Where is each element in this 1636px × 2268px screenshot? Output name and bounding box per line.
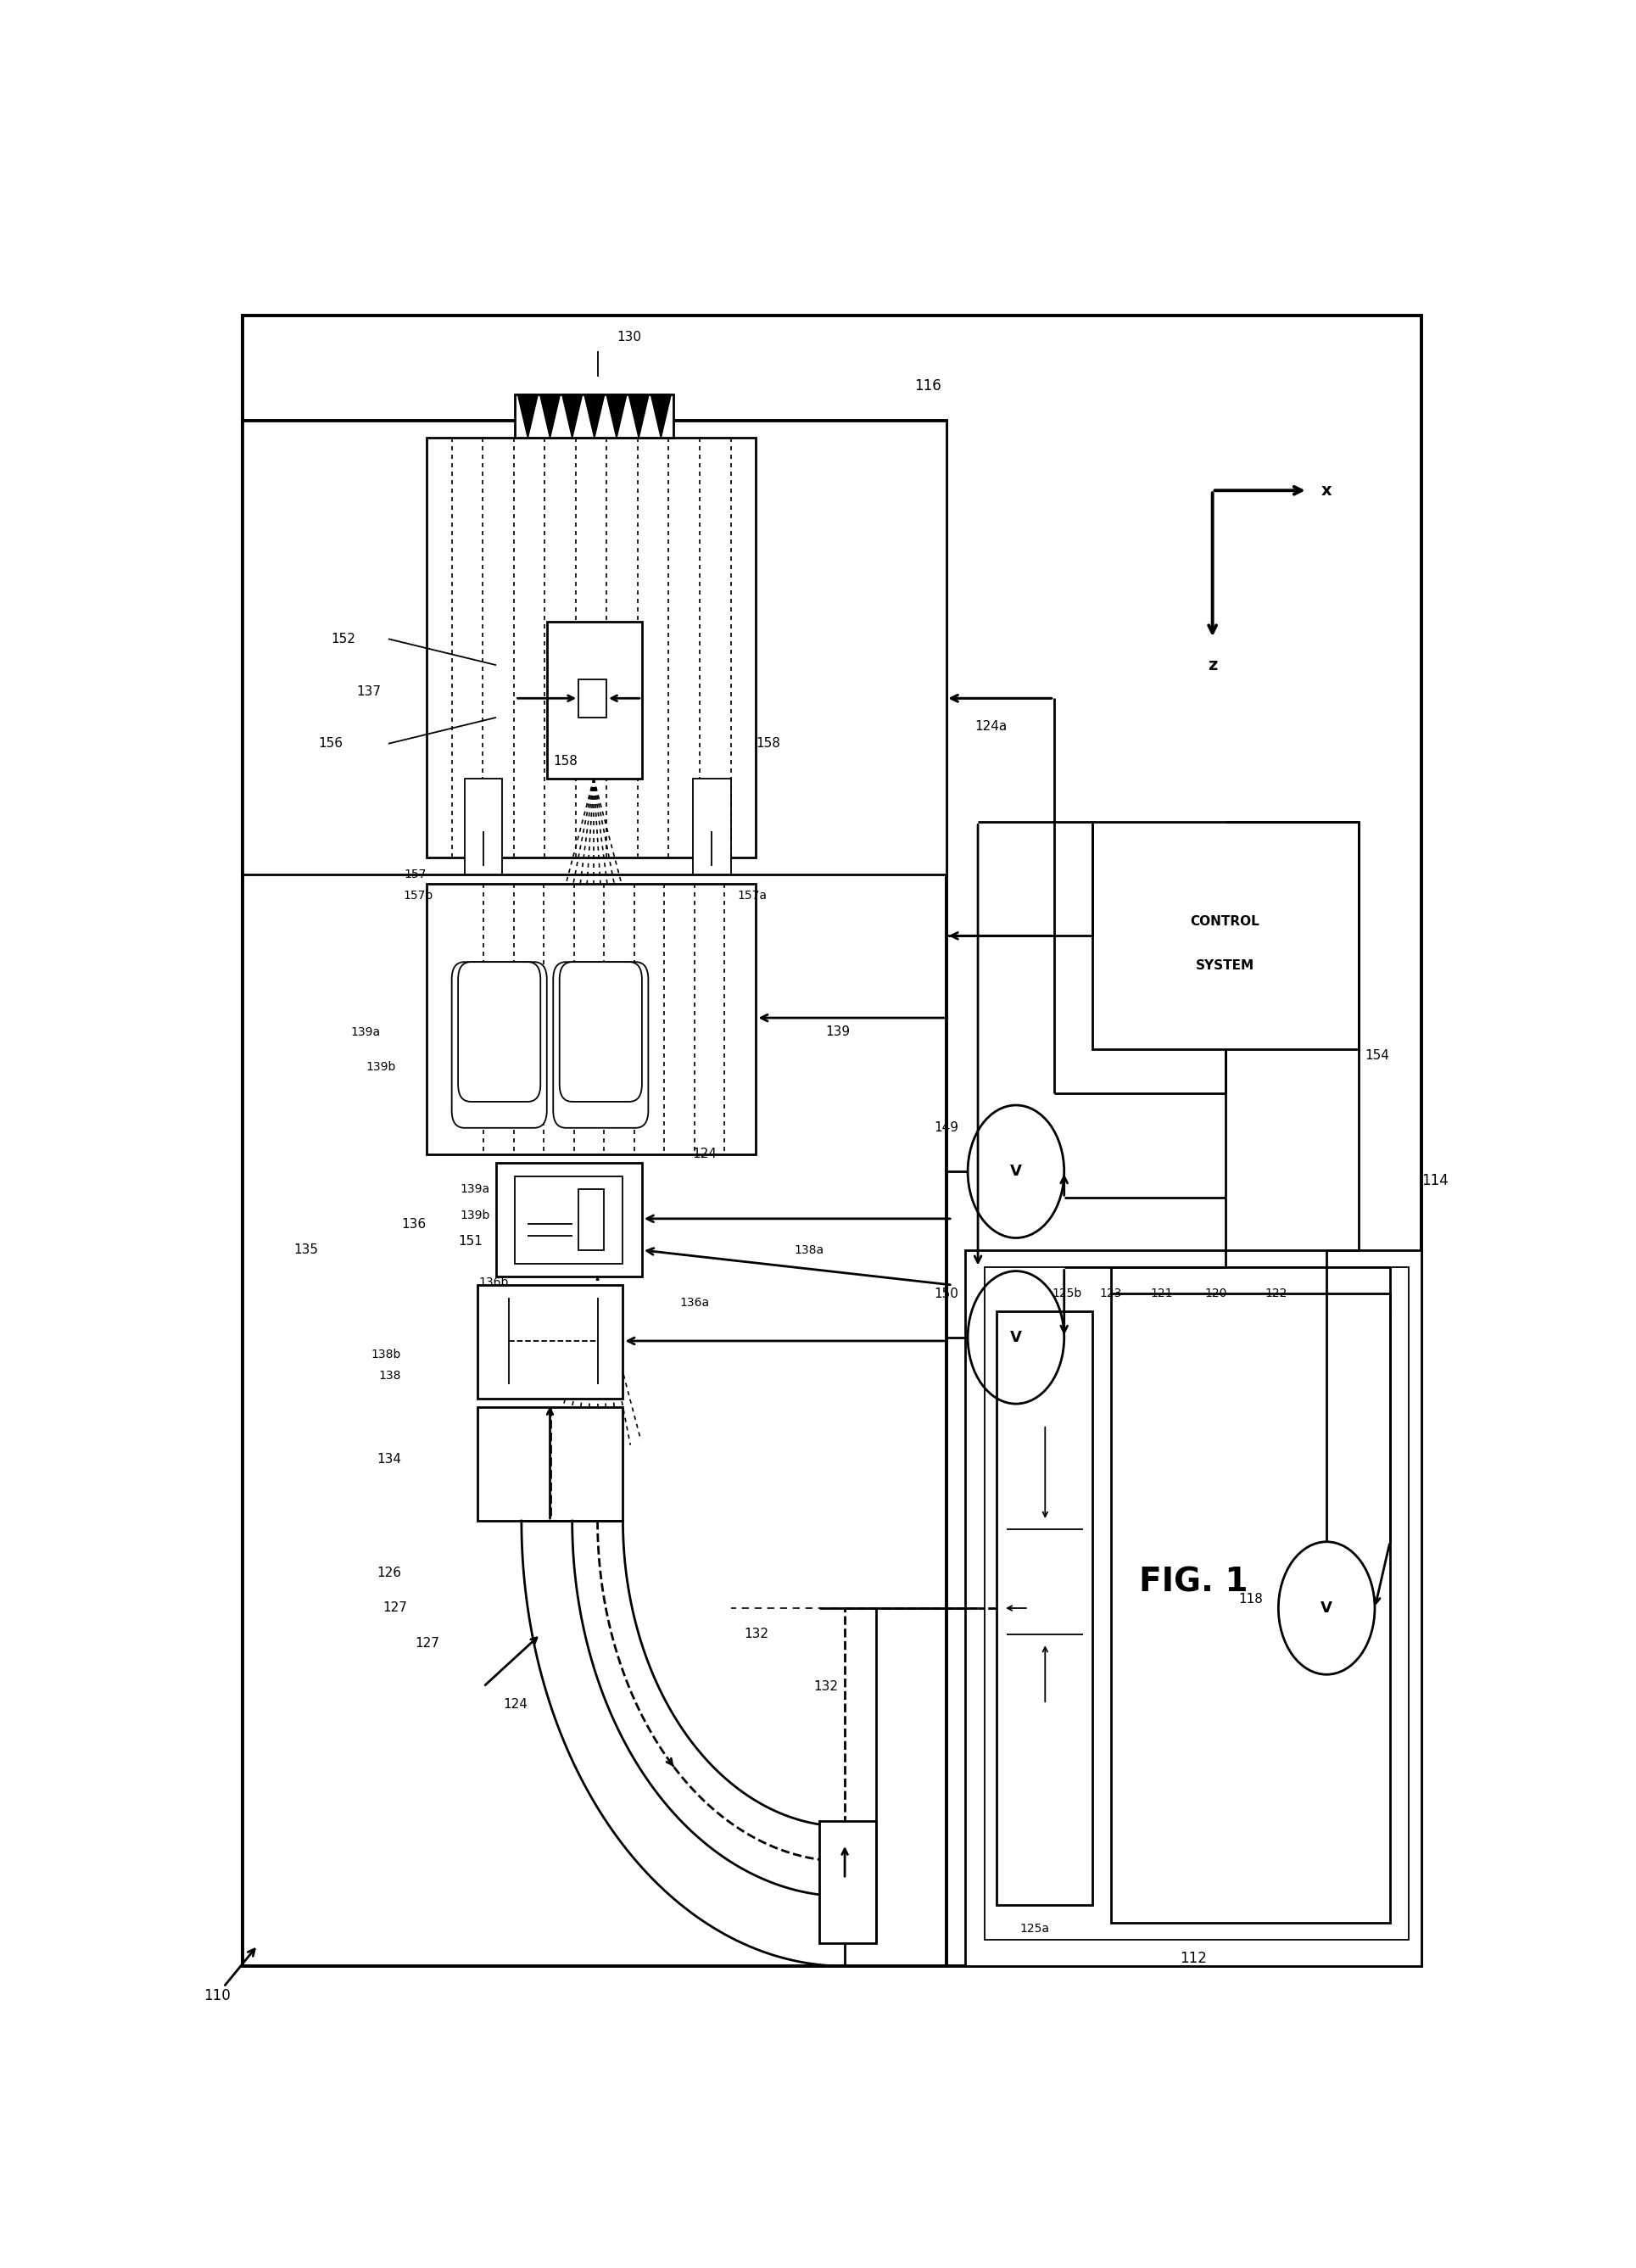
Text: 158: 158: [756, 737, 780, 751]
Text: V: V: [1009, 1329, 1022, 1345]
FancyBboxPatch shape: [553, 962, 648, 1127]
Bar: [579, 1188, 604, 1250]
Polygon shape: [517, 395, 538, 438]
Polygon shape: [651, 395, 671, 438]
Text: 114: 114: [1422, 1173, 1448, 1188]
Text: 127: 127: [383, 1601, 407, 1615]
Text: 132: 132: [744, 1628, 769, 1640]
Bar: [465, 778, 502, 875]
Text: 112: 112: [1180, 1950, 1207, 1966]
Text: V: V: [1009, 1163, 1022, 1179]
Text: 126: 126: [376, 1567, 401, 1579]
Text: 154: 154: [1364, 1050, 1389, 1061]
Text: 136: 136: [401, 1218, 425, 1229]
Text: 127: 127: [414, 1637, 438, 1649]
Text: 149: 149: [934, 1120, 959, 1134]
Text: 138: 138: [378, 1370, 401, 1381]
Text: 139b: 139b: [460, 1209, 489, 1220]
Text: 125b: 125b: [1052, 1288, 1081, 1300]
Text: 122: 122: [1265, 1288, 1288, 1300]
Text: CONTROL: CONTROL: [1191, 916, 1260, 928]
Text: 158: 158: [553, 755, 578, 767]
Text: V: V: [1320, 1601, 1332, 1615]
Text: 134: 134: [376, 1454, 401, 1465]
Bar: [427, 438, 756, 857]
Text: 139b: 139b: [365, 1061, 396, 1073]
Bar: [427, 882, 756, 1154]
Bar: [496, 1163, 641, 1277]
FancyBboxPatch shape: [560, 962, 641, 1102]
Text: 139a: 139a: [460, 1184, 489, 1195]
Text: 124a: 124a: [975, 719, 1006, 733]
Text: 136a: 136a: [681, 1297, 710, 1309]
Text: 116: 116: [915, 379, 941, 392]
Bar: [996, 1311, 1091, 1905]
Text: 139: 139: [826, 1025, 851, 1039]
Bar: [1093, 823, 1358, 1050]
Text: 132: 132: [813, 1681, 838, 1694]
Bar: [546, 621, 641, 778]
Polygon shape: [540, 395, 560, 438]
Text: 157a: 157a: [736, 889, 767, 903]
Text: 110: 110: [204, 1989, 231, 2003]
Text: 138a: 138a: [793, 1245, 825, 1256]
Text: FIG. 1: FIG. 1: [1139, 1565, 1248, 1599]
Bar: [820, 1821, 877, 1944]
Text: 125a: 125a: [1021, 1923, 1050, 1935]
Polygon shape: [584, 395, 605, 438]
Polygon shape: [628, 395, 649, 438]
Text: 124: 124: [502, 1699, 527, 1710]
Text: 138b: 138b: [371, 1349, 401, 1361]
Text: 118: 118: [1238, 1592, 1263, 1606]
Bar: [985, 1268, 1409, 1939]
Text: x: x: [1322, 483, 1332, 499]
Text: 150: 150: [934, 1288, 959, 1300]
Text: 157b: 157b: [402, 889, 432, 903]
FancyBboxPatch shape: [458, 962, 540, 1102]
Text: 136b: 136b: [479, 1277, 509, 1288]
Text: z: z: [1207, 658, 1217, 674]
Bar: [515, 1177, 623, 1263]
Text: 120: 120: [1206, 1288, 1227, 1300]
Text: SYSTEM: SYSTEM: [1196, 959, 1255, 971]
Text: 152: 152: [332, 633, 355, 646]
Bar: [965, 1250, 1422, 1966]
Text: 123: 123: [1099, 1288, 1122, 1300]
Text: 135: 135: [294, 1243, 319, 1256]
Bar: [242, 420, 946, 875]
Text: 156: 156: [319, 737, 344, 751]
Bar: [478, 1406, 623, 1522]
Text: 139a: 139a: [350, 1025, 380, 1039]
Bar: [579, 678, 607, 717]
Text: 151: 151: [458, 1236, 483, 1247]
Bar: [515, 395, 674, 438]
Text: 121: 121: [1150, 1288, 1173, 1300]
Text: 157: 157: [404, 869, 427, 880]
Text: 137: 137: [357, 685, 381, 699]
Bar: [1111, 1293, 1391, 1923]
Text: 124: 124: [692, 1148, 717, 1161]
FancyBboxPatch shape: [452, 962, 546, 1127]
Polygon shape: [563, 395, 582, 438]
Polygon shape: [607, 395, 627, 438]
Text: 130: 130: [617, 331, 641, 342]
Bar: [478, 1286, 623, 1399]
Bar: [692, 778, 731, 875]
Bar: [242, 420, 946, 1966]
